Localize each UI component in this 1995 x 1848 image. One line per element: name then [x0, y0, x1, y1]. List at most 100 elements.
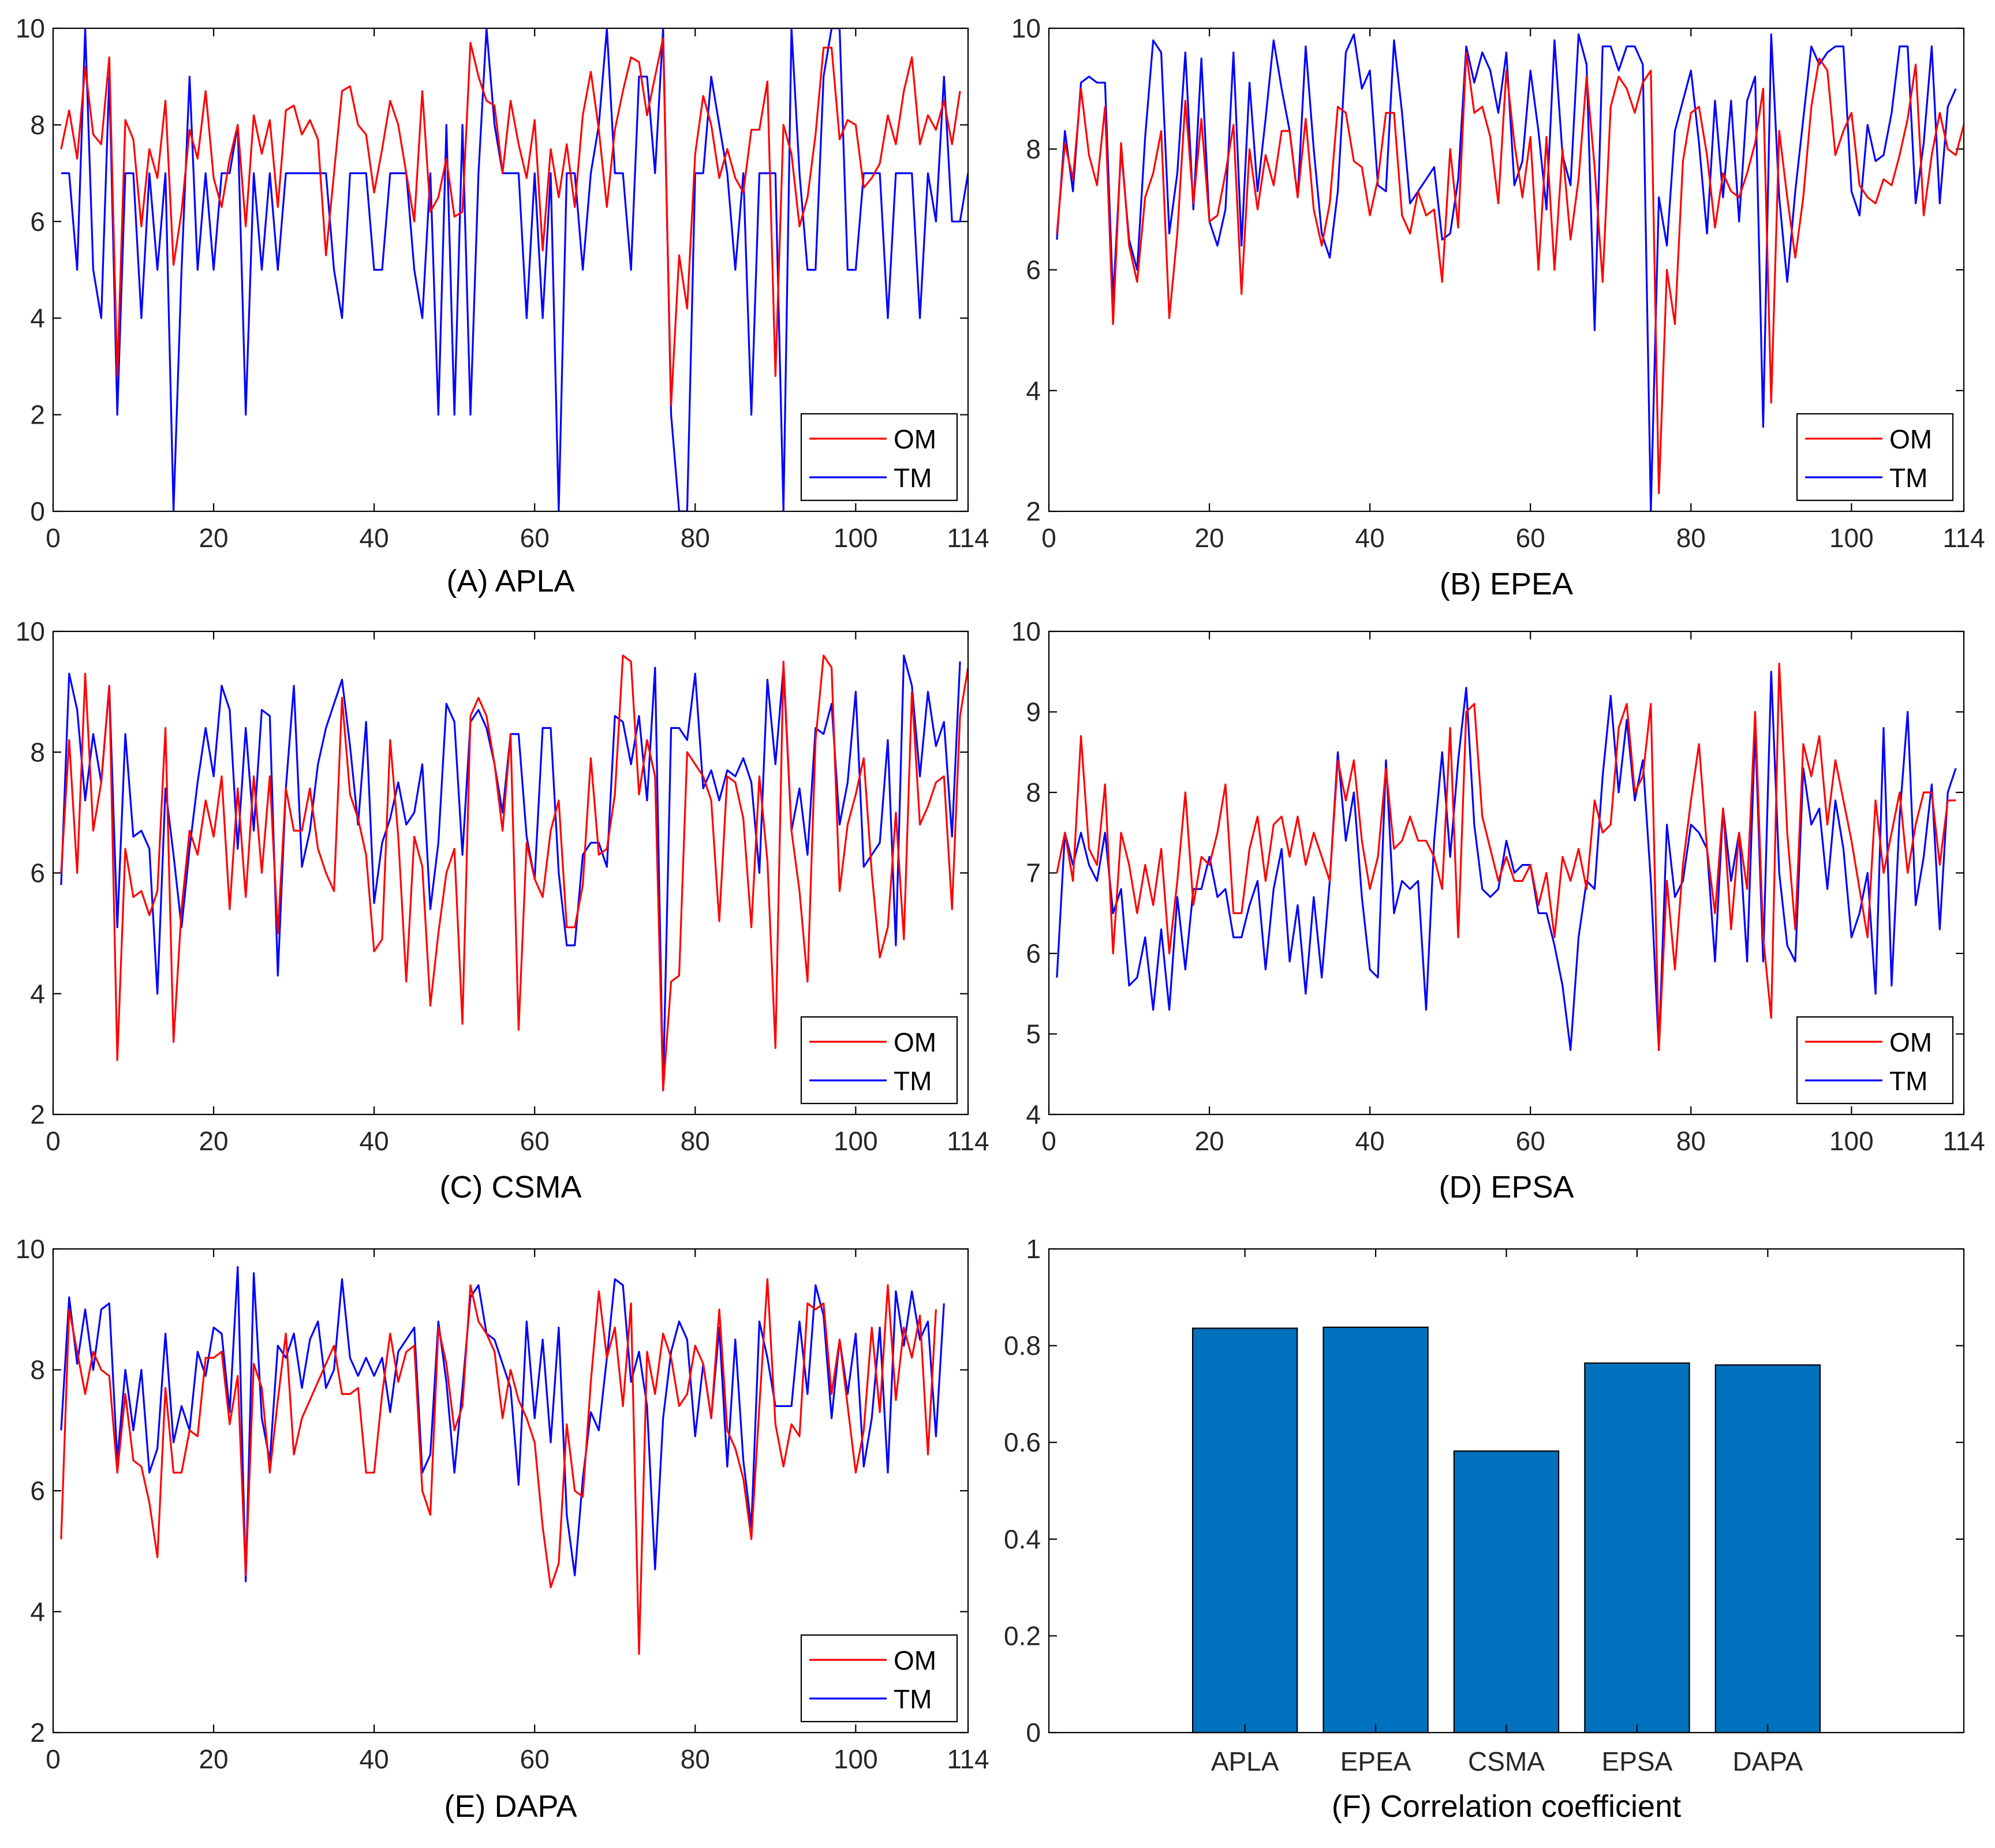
- series-line-tm: [1056, 33, 1957, 511]
- y-tick-label: 2: [30, 400, 45, 430]
- x-tick-label: 80: [681, 1126, 710, 1156]
- x-tick-label: 20: [199, 523, 228, 553]
- y-tick-label: 1: [1026, 1234, 1041, 1264]
- legend-label-om: OM: [894, 1027, 936, 1057]
- x-tick-label: 60: [520, 523, 550, 553]
- y-tick-label: 4: [1026, 376, 1041, 406]
- x-tick-label: 60: [1516, 523, 1545, 553]
- x-tick-label: 60: [520, 1126, 550, 1156]
- x-tick-label: 100: [1829, 1126, 1874, 1156]
- x-tick-label-epsa: EPSA: [1602, 1746, 1673, 1776]
- y-tick-label: 10: [16, 616, 45, 646]
- y-tick-label: 8: [1026, 777, 1041, 807]
- x-tick-label: 114: [947, 1126, 989, 1156]
- y-tick-label: 6: [1026, 255, 1041, 285]
- y-tick-label: 2: [1026, 496, 1041, 526]
- x-tick-label: 80: [1676, 523, 1706, 553]
- y-tick-label: 2: [30, 1099, 45, 1129]
- legend: OM TM: [800, 1016, 958, 1105]
- axes-frame: [1048, 1248, 1965, 1734]
- x-tick-label: 0: [46, 1126, 61, 1156]
- axes-frame: [52, 27, 969, 512]
- series-line-om: [60, 37, 961, 406]
- y-tick-label: 0: [1026, 1718, 1041, 1748]
- bar-epea: [1322, 1326, 1429, 1734]
- legend-label-om: OM: [1889, 424, 1932, 454]
- y-tick-label: 0.2: [1004, 1621, 1041, 1651]
- x-tick-label: 40: [360, 523, 389, 553]
- y-tick-label: 8: [30, 110, 45, 140]
- x-tick-label-epea: EPEA: [1340, 1746, 1411, 1776]
- legend-label-om: OM: [894, 1645, 936, 1675]
- x-tick-label: 40: [1355, 1126, 1385, 1156]
- x-tick-label: 80: [1676, 1126, 1706, 1156]
- x-tick-label: 0: [46, 523, 61, 553]
- series-line-om: [60, 1278, 937, 1655]
- legend-box: [800, 413, 958, 502]
- x-tick-label: 100: [834, 523, 878, 553]
- x-tick-label: 80: [681, 523, 710, 553]
- y-tick-label: 4: [30, 1597, 45, 1627]
- y-tick-label: 0: [30, 496, 45, 526]
- y-tick-label: 7: [1026, 858, 1041, 888]
- x-tick-label: 0: [1041, 1126, 1056, 1156]
- x-tick-label: 80: [681, 1744, 710, 1774]
- y-tick-label: 10: [16, 1234, 45, 1264]
- axes-frame: [52, 630, 969, 1116]
- x-tick-label: 40: [360, 1126, 389, 1156]
- x-tick-label: 114: [1942, 523, 1985, 553]
- chart-caption: (C) CSMA: [440, 1170, 582, 1204]
- y-tick-label: 6: [1026, 938, 1041, 968]
- y-tick-label: 10: [1011, 13, 1041, 43]
- legend: OM TM: [1796, 1016, 1954, 1105]
- x-tick-label: 0: [1041, 523, 1056, 553]
- y-tick-label: 5: [1026, 1019, 1041, 1049]
- axes-frame: [52, 1248, 969, 1734]
- legend-label-tm: TM: [1889, 463, 1927, 493]
- series-line-om: [1056, 663, 1956, 1052]
- legend-box: [800, 1634, 958, 1723]
- chart-caption: (F) Correlation coefficient: [1332, 1789, 1681, 1824]
- bar-epsa: [1584, 1362, 1690, 1734]
- axes-frame: [1048, 630, 1965, 1116]
- x-tick-label: 60: [1516, 1126, 1545, 1156]
- y-tick-label: 6: [30, 207, 45, 237]
- legend-label-om: OM: [1889, 1027, 1932, 1057]
- x-tick-label: 40: [360, 1744, 389, 1774]
- legend-box: [1796, 413, 1954, 502]
- bar-dapa: [1714, 1364, 1821, 1734]
- series-line-tm: [60, 1266, 945, 1583]
- bar-apla: [1191, 1327, 1298, 1734]
- series-line-om: [1056, 51, 1964, 495]
- x-tick-label: 20: [199, 1744, 228, 1774]
- y-tick-label: 8: [30, 1355, 45, 1385]
- y-tick-label: 4: [30, 303, 45, 333]
- legend-label-tm: TM: [1889, 1066, 1927, 1096]
- x-tick-label: 0: [46, 1744, 61, 1774]
- x-tick-label: 114: [1942, 1126, 1985, 1156]
- bar-csma: [1453, 1450, 1560, 1734]
- chart-caption: (B) EPEA: [1440, 567, 1573, 601]
- legend-box: [1796, 1016, 1954, 1105]
- y-tick-label: 10: [1011, 616, 1041, 646]
- series-line-tm: [1056, 671, 1957, 1052]
- x-tick-label-csma: CSMA: [1468, 1746, 1545, 1776]
- y-tick-label: 8: [1026, 134, 1041, 164]
- x-tick-label: 20: [199, 1126, 228, 1156]
- series-line-tm: [61, 28, 968, 511]
- y-tick-label: 0.8: [1004, 1331, 1041, 1361]
- chart-caption: (D) EPSA: [1439, 1170, 1574, 1204]
- legend: OM TM: [1796, 413, 1954, 502]
- x-tick-label: 60: [520, 1744, 550, 1774]
- chart-caption: (A) APLA: [446, 564, 574, 598]
- legend-label-tm: TM: [894, 463, 932, 493]
- y-tick-label: 8: [30, 737, 45, 767]
- axes-frame: [1048, 27, 1965, 512]
- y-tick-label: 10: [16, 13, 45, 43]
- legend-label-tm: TM: [894, 1684, 932, 1714]
- y-tick-label: 0.6: [1004, 1427, 1041, 1457]
